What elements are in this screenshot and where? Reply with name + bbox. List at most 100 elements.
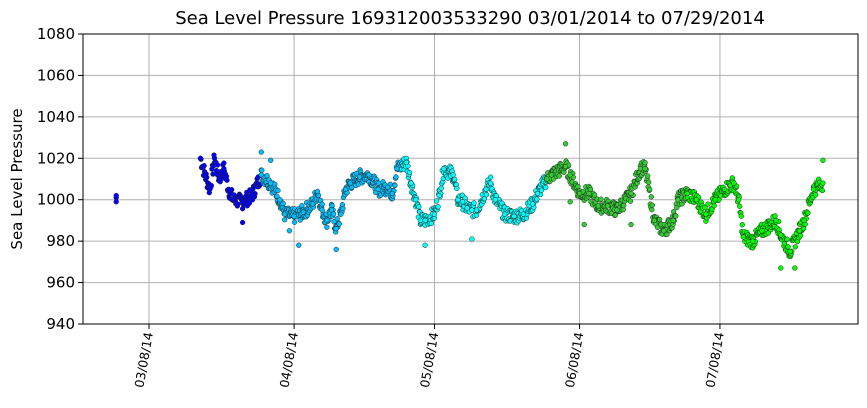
data-point [492, 197, 498, 203]
outlier-point [286, 228, 293, 234]
data-points [113, 141, 826, 271]
interpolated-point [739, 222, 745, 228]
interpolated-point [598, 196, 604, 202]
data-point [230, 197, 236, 203]
data-point [455, 197, 461, 203]
interpolated-point [646, 179, 652, 185]
x-tick-label: 05/08/14 [417, 331, 442, 389]
data-point [385, 184, 391, 190]
interpolated-point [435, 204, 441, 210]
outlier-point [562, 141, 569, 147]
data-point [796, 228, 803, 234]
interpolated-point [324, 224, 330, 230]
data-point [483, 186, 489, 193]
interpolated-point [647, 186, 653, 193]
data-point [801, 217, 807, 224]
y-axis-label: Sea Level Pressure [8, 108, 26, 249]
data-point [614, 207, 620, 213]
data-point [511, 213, 517, 219]
data-point [721, 186, 728, 193]
interpolated-point [428, 220, 434, 227]
data-point [544, 176, 550, 182]
interpolated-point [591, 192, 598, 198]
data-point [268, 180, 274, 186]
data-point [258, 172, 264, 178]
data-point [576, 190, 583, 197]
data-point [338, 211, 344, 217]
interpolated-point [291, 219, 298, 225]
interpolated-point [393, 174, 399, 180]
data-point [534, 190, 541, 197]
interpolated-point [648, 194, 654, 200]
interpolated-point [805, 210, 811, 216]
data-point [314, 188, 321, 195]
interpolated-point [575, 183, 581, 190]
data-point [300, 209, 307, 215]
interpolated-point [452, 176, 458, 183]
data-point [375, 186, 381, 193]
outlier-point [581, 221, 587, 228]
x-tick-label: 06/08/14 [562, 331, 587, 389]
data-point [459, 199, 466, 205]
interpolated-point [645, 173, 651, 179]
data-point [586, 190, 592, 197]
chart-title: Sea Level Pressure 169312003533290 03/01… [175, 8, 765, 29]
data-point [356, 174, 363, 180]
interpolated-point [621, 202, 627, 209]
data-point [469, 207, 475, 213]
interpolated-point [406, 169, 413, 176]
data-point [651, 217, 658, 224]
interpolated-point [702, 204, 708, 211]
outlier-point [296, 242, 302, 248]
y-tick-label: 980 [46, 232, 75, 250]
outlier-point [792, 265, 798, 271]
interpolated-point [654, 224, 661, 230]
interpolated-point [656, 216, 663, 223]
data-point [277, 197, 283, 203]
interpolated-point [819, 187, 826, 194]
data-point [417, 217, 424, 224]
data-point [342, 186, 349, 193]
interpolated-point [556, 173, 562, 179]
y-tick-label: 1060 [37, 66, 75, 84]
x-tick-label: 03/08/14 [131, 331, 156, 389]
data-point [310, 201, 316, 207]
interpolated-point [471, 200, 477, 206]
data-point [684, 190, 690, 197]
interpolated-point [214, 162, 221, 168]
plot-frame [82, 33, 859, 325]
outlier-point [422, 242, 428, 248]
data-point [464, 205, 470, 211]
y-tick-label: 1040 [37, 108, 75, 126]
outlier-point [239, 219, 246, 226]
data-point [319, 207, 325, 213]
interpolated-point [664, 231, 670, 238]
data-point [693, 197, 700, 203]
outlier-point [333, 246, 339, 253]
data-point [773, 217, 779, 224]
data-point [520, 211, 527, 217]
interpolated-point [543, 184, 549, 191]
y-tick-label: 940 [46, 315, 75, 333]
data-point [394, 165, 400, 172]
data-point [731, 180, 737, 186]
interpolated-point [737, 203, 743, 209]
data-point [239, 199, 246, 205]
data-point [366, 172, 372, 178]
data-point [787, 248, 793, 255]
interpolated-point [649, 207, 655, 213]
outlier-point [820, 157, 826, 164]
interpolated-point [280, 200, 286, 207]
interpolated-point [235, 201, 241, 207]
interpolated-point [221, 160, 227, 166]
interpolated-point [282, 217, 288, 223]
interpolated-point [738, 213, 744, 219]
data-point [502, 211, 508, 217]
interpolated-point [416, 204, 422, 210]
data-point [712, 197, 718, 203]
data-point [422, 217, 428, 224]
data-point [637, 165, 644, 172]
data-point [328, 207, 335, 213]
data-point [670, 217, 676, 224]
